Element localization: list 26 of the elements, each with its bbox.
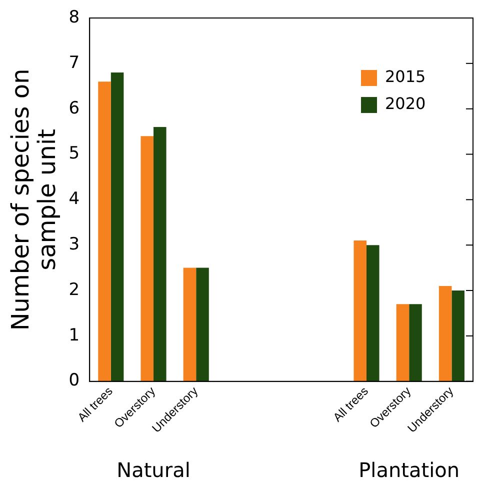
- text: Plantation: [358, 458, 460, 482]
- legend-label: 2020: [385, 94, 426, 114]
- bar: [154, 126, 166, 382]
- bar: [110, 72, 124, 382]
- bar: [366, 245, 380, 382]
- bar: [396, 304, 410, 382]
- y-tick-label: 7: [68, 52, 80, 73]
- y-tick-label: 4: [68, 189, 80, 210]
- bar: [98, 82, 111, 382]
- bar: [452, 290, 464, 382]
- y-tick-label: 6: [68, 98, 80, 118]
- y-tick-label: 2: [68, 280, 80, 300]
- legend-label: 2015: [385, 67, 426, 86]
- y-tick-label: 5: [68, 144, 80, 164]
- bar: [183, 268, 196, 382]
- bar: [409, 304, 422, 382]
- text: Natural: [116, 458, 190, 482]
- y-tick-label: 3: [68, 234, 80, 254]
- bar: [140, 136, 154, 382]
- y-axis-title: Number of species on sample unit: [6, 68, 61, 331]
- y-tick-label: 1: [68, 325, 80, 346]
- y-tick-label: 0: [68, 370, 80, 391]
- y-tick-label: 8: [68, 7, 80, 28]
- bar: [196, 268, 209, 382]
- bar: [438, 286, 452, 382]
- bar: [354, 240, 367, 382]
